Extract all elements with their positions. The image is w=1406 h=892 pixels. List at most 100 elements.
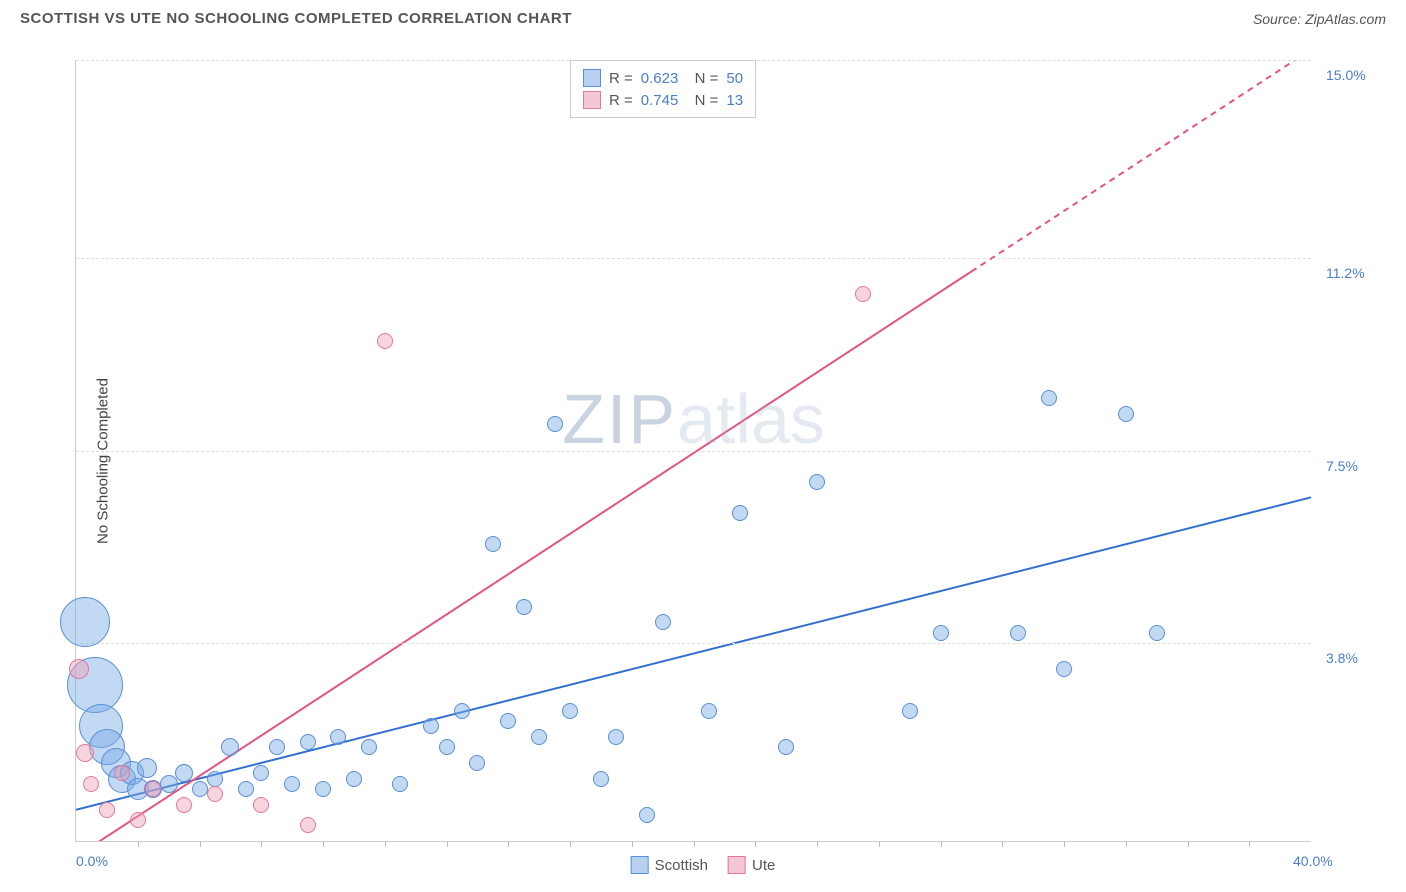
x-tick: [138, 841, 139, 847]
legend-swatch: [631, 856, 649, 874]
stat-r-label: R =: [609, 70, 633, 87]
data-point: [99, 802, 115, 818]
data-point: [855, 286, 871, 302]
data-point: [192, 781, 208, 797]
data-point: [655, 614, 671, 630]
data-point: [1118, 406, 1134, 422]
x-tick: [385, 841, 386, 847]
data-point: [1056, 661, 1072, 677]
y-tick-label: 11.2%: [1326, 265, 1365, 281]
data-point: [593, 771, 609, 787]
x-max-label: 40.0%: [1293, 853, 1333, 869]
data-point: [454, 703, 470, 719]
data-point: [60, 597, 110, 647]
stat-r-value: 0.745: [641, 92, 679, 109]
data-point: [377, 333, 393, 349]
x-min-label: 0.0%: [76, 853, 108, 869]
data-point: [346, 771, 362, 787]
stat-n-value: 13: [726, 92, 743, 109]
data-point: [315, 781, 331, 797]
x-tick: [1126, 841, 1127, 847]
chart-header: SCOTTISH VS UTE NO SCHOOLING COMPLETED C…: [0, 0, 1406, 32]
data-point: [300, 817, 316, 833]
data-point: [392, 776, 408, 792]
gridline: [76, 258, 1311, 259]
data-point: [639, 807, 655, 823]
legend-label: Scottish: [655, 857, 708, 874]
data-point: [330, 729, 346, 745]
legend-stat-row: R = 0.623 N = 50: [583, 67, 743, 89]
data-point: [485, 536, 501, 552]
legend-item: Scottish: [631, 856, 708, 874]
y-tick-label: 7.5%: [1326, 458, 1358, 474]
x-tick: [694, 841, 695, 847]
gridline: [76, 643, 1311, 644]
stat-n-value: 50: [726, 70, 743, 87]
data-point: [69, 659, 89, 679]
data-point: [732, 505, 748, 521]
gridline: [76, 451, 1311, 452]
data-point: [176, 797, 192, 813]
correlation-legend: R = 0.623 N = 50R = 0.745 N = 13: [570, 60, 756, 118]
x-tick: [879, 841, 880, 847]
x-tick: [1249, 841, 1250, 847]
data-point: [300, 734, 316, 750]
data-point: [516, 599, 532, 615]
plot-region: ZIPatlas R = 0.623 N = 50R = 0.745 N = 1…: [75, 60, 1311, 842]
x-tick: [755, 841, 756, 847]
data-point: [253, 765, 269, 781]
x-tick: [632, 841, 633, 847]
watermark-part1: ZIP: [562, 380, 677, 458]
chart-source: Source: ZipAtlas.com: [1253, 11, 1386, 27]
data-point: [423, 718, 439, 734]
data-point: [809, 474, 825, 490]
data-point: [253, 797, 269, 813]
x-tick: [817, 841, 818, 847]
data-point: [1010, 625, 1026, 641]
data-point: [701, 703, 717, 719]
stat-n-label: N =: [686, 70, 718, 87]
data-point: [83, 776, 99, 792]
stat-r-value: 0.623: [641, 70, 679, 87]
data-point: [933, 625, 949, 641]
chart-title: SCOTTISH VS UTE NO SCHOOLING COMPLETED C…: [20, 10, 572, 27]
data-point: [608, 729, 624, 745]
data-point: [130, 812, 146, 828]
data-point: [145, 781, 161, 797]
x-tick: [941, 841, 942, 847]
data-point: [1041, 390, 1057, 406]
legend-swatch: [728, 856, 746, 874]
data-point: [175, 764, 193, 782]
data-point: [137, 758, 157, 778]
data-point: [1149, 625, 1165, 641]
stat-r-label: R =: [609, 92, 633, 109]
data-point: [207, 771, 223, 787]
data-point: [778, 739, 794, 755]
data-point: [284, 776, 300, 792]
watermark: ZIPatlas: [562, 379, 825, 459]
data-point: [562, 703, 578, 719]
data-point: [238, 781, 254, 797]
data-point: [269, 739, 285, 755]
x-tick: [1064, 841, 1065, 847]
data-point: [221, 738, 239, 756]
legend-swatch: [583, 91, 601, 109]
x-tick: [261, 841, 262, 847]
data-point: [114, 765, 130, 781]
data-point: [207, 786, 223, 802]
x-tick: [1188, 841, 1189, 847]
y-tick-label: 3.8%: [1326, 650, 1358, 666]
legend-item: Ute: [728, 856, 775, 874]
legend-stat-row: R = 0.745 N = 13: [583, 89, 743, 111]
data-point: [547, 416, 563, 432]
data-point: [531, 729, 547, 745]
x-tick: [323, 841, 324, 847]
legend-swatch: [583, 69, 601, 87]
x-tick: [570, 841, 571, 847]
y-tick-label: 15.0%: [1326, 67, 1366, 83]
chart-area: No Schooling Completed ZIPatlas R = 0.62…: [20, 40, 1386, 882]
data-point: [76, 744, 94, 762]
data-point: [439, 739, 455, 755]
x-tick: [447, 841, 448, 847]
data-point: [361, 739, 377, 755]
